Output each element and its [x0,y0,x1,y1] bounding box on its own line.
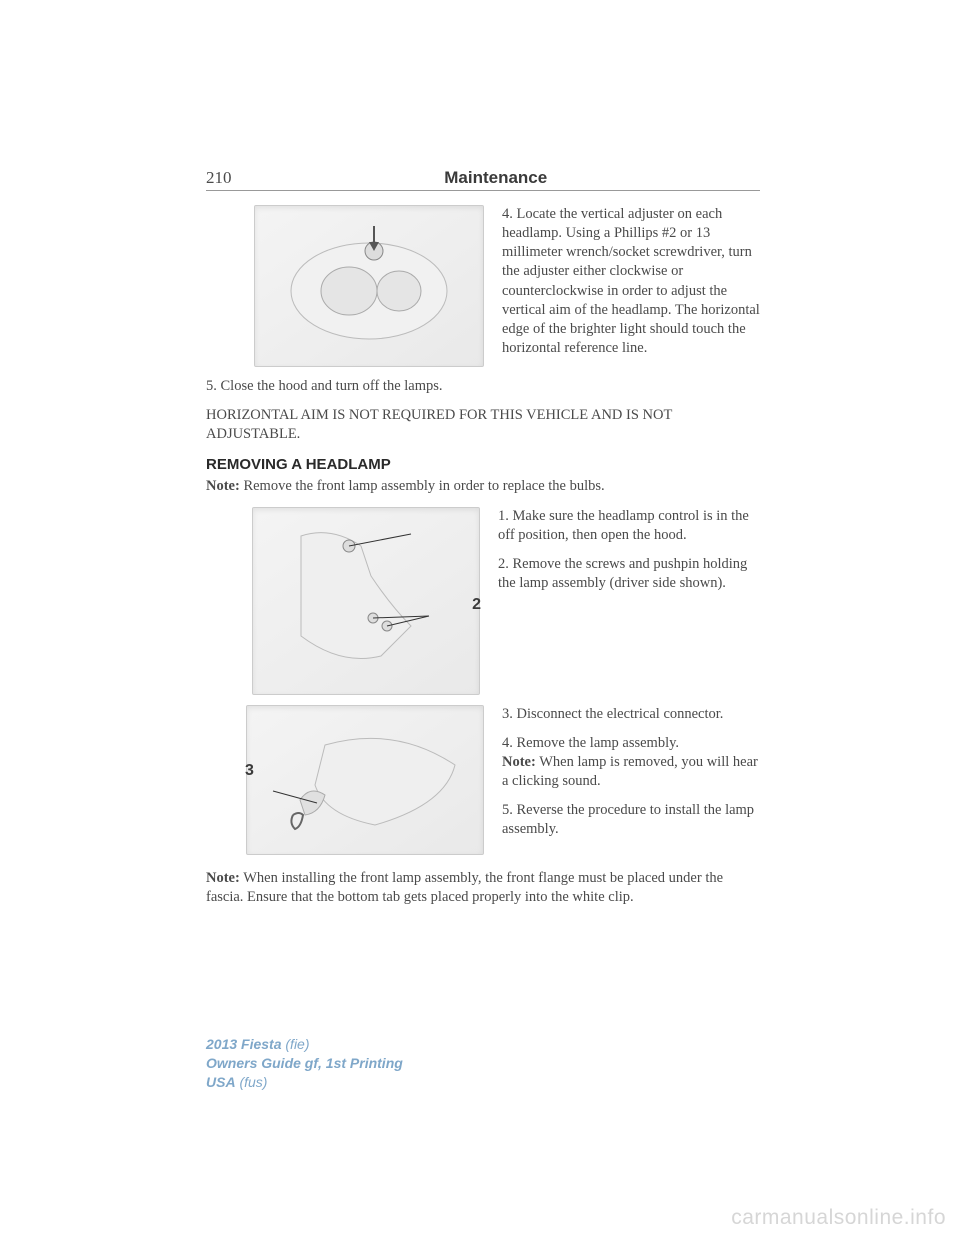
footer-line3: USA (fus) [206,1073,403,1092]
headlamp-adjuster-illustration [254,205,484,367]
footer-guide: Owners Guide gf, 1st Printing [206,1055,403,1071]
lamp-screws-svg [261,516,471,686]
page-footer: 2013 Fiesta (fie) Owners Guide gf, 1st P… [206,1035,403,1092]
lamp-connector-svg [255,715,475,845]
footer-region: USA [206,1074,236,1090]
footer-model-code: (fie) [282,1036,310,1052]
figure-3: 3 [206,705,484,855]
horizontal-aim-note: HORIZONTAL AIM IS NOT REQUIRED FOR THIS … [206,406,760,444]
headlamp-svg [269,216,469,356]
remove-step2: 2. Remove the screws and pushpin holding… [498,555,760,593]
callout-2: 2 [472,596,481,614]
note2-label: Note: [502,754,536,770]
remove-step12-row: 2 1. Make sure the headlamp control is i… [206,507,760,695]
figure-2: 2 [206,507,480,695]
chapter-title: Maintenance [232,168,761,188]
note-label: Note: [206,478,240,494]
footer-line1: 2013 Fiesta (fie) [206,1035,403,1054]
lamp-connector-illustration: 3 [246,705,484,855]
step4-text: 4. Locate the vertical adjuster on each … [502,205,760,367]
step5-text: 5. Close the hood and turn off the lamps… [206,377,760,396]
remove-step5: 5. Reverse the procedure to install the … [502,801,760,839]
note-remove-lamp: Note: Remove the front lamp assembly in … [206,477,760,496]
lamp-screws-illustration: 2 [252,507,480,695]
footer-model: 2013 Fiesta [206,1036,282,1052]
remove-step4-text: 4. Remove the lamp assembly. [502,735,679,751]
callout-3: 3 [245,762,254,780]
note3-text: When installing the front lamp assembly,… [206,870,723,905]
remove-step345-row: 3 3. Disconnect the electrical connector… [206,705,760,855]
page-number: 210 [206,168,232,188]
section-heading: REMOVING A HEADLAMP [206,456,760,473]
watermark: carmanualsonline.info [731,1206,946,1230]
page-header: 210 Maintenance [206,168,760,191]
remove-steps-12: 1. Make sure the headlamp control is in … [498,507,760,695]
footer-line2: Owners Guide gf, 1st Printing [206,1054,403,1073]
note1-text: Remove the front lamp assembly in order … [240,478,605,494]
page-content: 210 Maintenance 4. Locate the vertical a… [0,0,960,907]
note3-label: Note: [206,870,240,886]
remove-step1: 1. Make sure the headlamp control is in … [498,507,760,545]
note2-text: When lamp is removed, you will hear a cl… [502,754,758,789]
footer-region-code: (fus) [236,1074,268,1090]
figure-1 [206,205,484,367]
step4-row: 4. Locate the vertical adjuster on each … [206,205,760,367]
note-install: Note: When installing the front lamp ass… [206,869,760,907]
remove-step3: 3. Disconnect the electrical connector. [502,705,760,724]
remove-steps-345: 3. Disconnect the electrical connector. … [502,705,760,855]
remove-step4: 4. Remove the lamp assembly. Note: When … [502,734,760,791]
